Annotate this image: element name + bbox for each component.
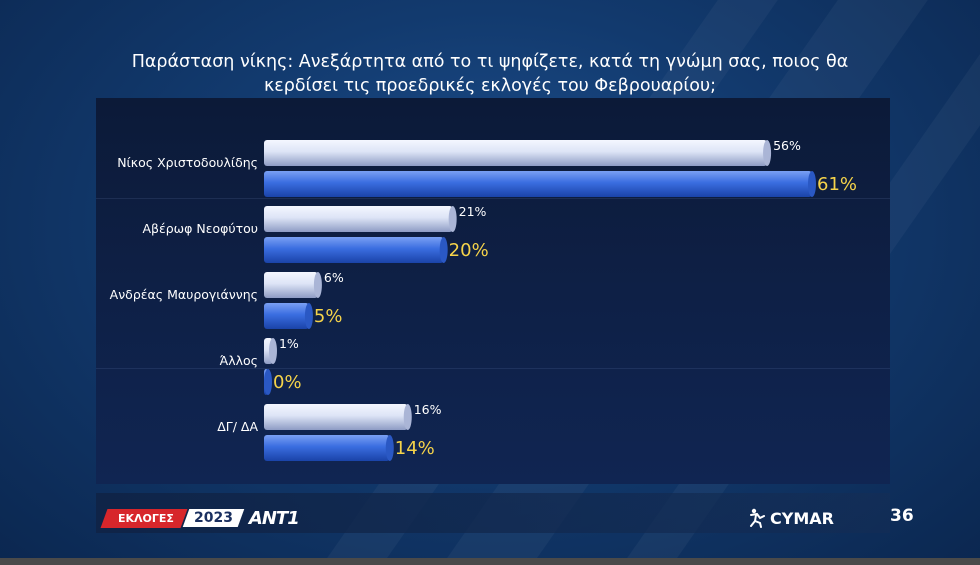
bar-2018 xyxy=(264,206,453,232)
cymar-logo: CYMAR xyxy=(748,508,834,528)
bar-cap-light xyxy=(313,272,322,298)
data-label-blue: 14% xyxy=(395,438,435,459)
runner-icon xyxy=(750,508,765,528)
panel-divider xyxy=(96,368,890,369)
data-label-blue: 0% xyxy=(273,372,302,393)
data-label-blue: 20% xyxy=(449,240,489,261)
bar-2023 xyxy=(264,435,390,461)
bar-2018 xyxy=(264,272,318,298)
category-label: Άλλος xyxy=(220,353,258,368)
year-label: 2023 xyxy=(193,510,233,526)
chart-title-line-1: Παράσταση νίκης: Ανεξάρτητα από το τι ψη… xyxy=(131,52,849,72)
chart-title-line-2: κερδίσει τις προεδρικές εκλογές του Φεβρ… xyxy=(263,76,717,96)
page-number: 36 xyxy=(890,506,914,526)
bar-cap-blue xyxy=(304,303,313,329)
category-label: Νίκος Χριστοδουλίδης xyxy=(117,155,258,170)
data-label-blue: 61% xyxy=(817,174,857,195)
elections-badge: ΕΚΛΟΓΕΣ 2023 ANT1 xyxy=(100,507,300,529)
bar-2023 xyxy=(264,171,812,197)
category-label: Ανδρέας Μαυρογιάννης xyxy=(110,287,258,302)
bar-cap-light xyxy=(403,404,412,430)
bar-2018 xyxy=(264,140,768,166)
data-label-light: 56% xyxy=(773,138,801,153)
data-label-light: 21% xyxy=(459,204,487,219)
chart-title: Παράσταση νίκης: Ανεξάρτητα από το τι ψη… xyxy=(60,50,920,98)
bar-2018 xyxy=(264,404,408,430)
bar-cap-light xyxy=(763,140,772,166)
channel-logo: ANT1 xyxy=(248,507,300,529)
bar-cap-blue xyxy=(808,171,816,197)
panel-divider xyxy=(96,198,890,199)
bar-cap-blue xyxy=(385,435,394,461)
bar-cap-blue xyxy=(439,237,448,263)
bottom-strip xyxy=(0,558,980,565)
category-label: Αβέρωφ Νεοφύτου xyxy=(142,221,258,236)
bar-2023 xyxy=(264,237,444,263)
elections-label-badge: ΕΚΛΟΓΕΣ xyxy=(100,508,188,528)
data-label-blue: 5% xyxy=(314,306,343,327)
bar-2023 xyxy=(264,303,309,329)
elections-label: ΕΚΛΟΓΕΣ xyxy=(118,511,174,525)
category-label: ΔΓ/ ΔΑ xyxy=(217,419,258,434)
cymar-brand: CYMAR xyxy=(770,508,834,528)
year-badge: 2023 xyxy=(182,509,245,527)
bar-cap-blue xyxy=(264,369,272,395)
bar-cap-light xyxy=(448,206,457,232)
data-label-light: 16% xyxy=(414,402,442,417)
data-label-light: 6% xyxy=(324,270,344,285)
bar-cap-light xyxy=(268,338,277,364)
data-label-light: 1% xyxy=(279,336,299,351)
